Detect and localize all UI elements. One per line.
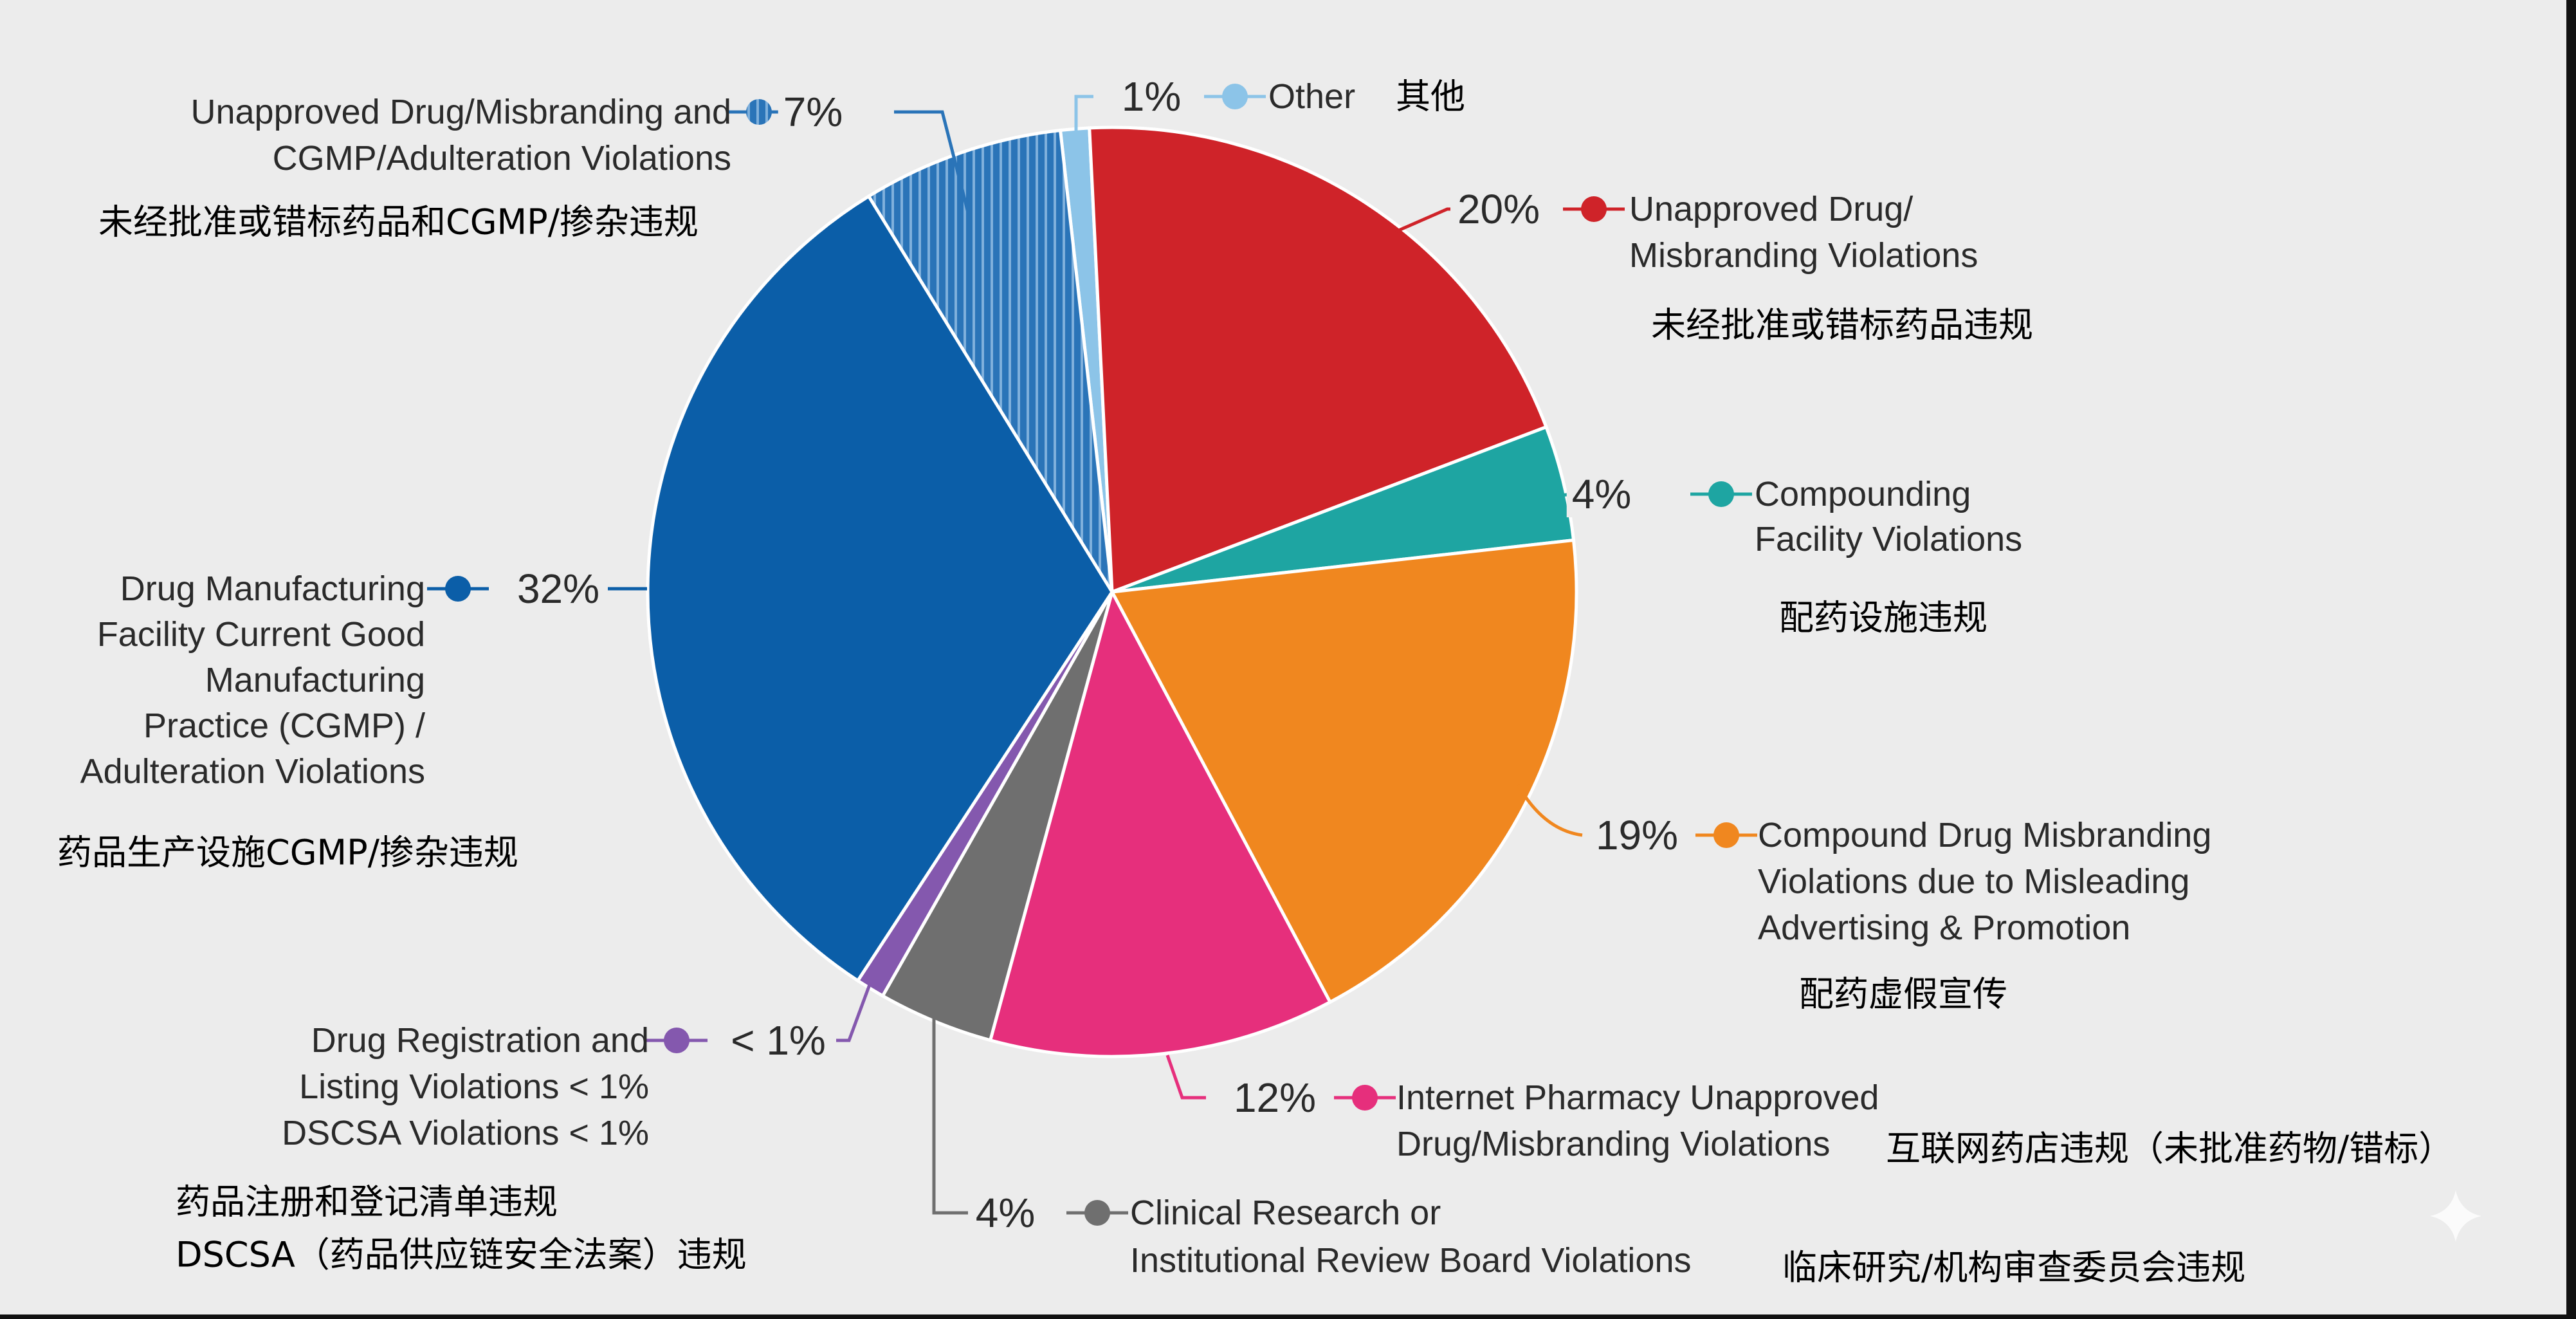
- label-en: Drug/Misbranding Violations: [1396, 1125, 1830, 1163]
- label-bg: [970, 1190, 1041, 1236]
- percent-label: 20%: [1457, 186, 1540, 232]
- label-en: Internet Pharmacy Unapproved: [1396, 1078, 1879, 1117]
- leader-line: [1516, 784, 1583, 837]
- legend-dot-internet-pharmacy: [1352, 1085, 1378, 1111]
- label-en: Unapproved Drug/: [1629, 190, 1913, 228]
- legend-dot-clinical-research: [1084, 1200, 1110, 1226]
- label-en: Manufacturing: [205, 661, 425, 699]
- label-en: Facility Current Good: [97, 615, 425, 654]
- leader-line: [1074, 95, 1093, 138]
- label-en: Misbranding Violations: [1629, 236, 1978, 275]
- pie-slice-compound-misbranding: [1110, 538, 1578, 1004]
- callout-manufacturing-cgmp: 32% Drug Manufacturing Facility Current Go…: [57, 566, 647, 873]
- legend-dot-compounding-facility: [1708, 481, 1734, 507]
- label-zh: 未经批准或错标药品违规: [1651, 305, 2033, 346]
- label-bg: [1452, 186, 1546, 232]
- leader-line: [1165, 1055, 1206, 1100]
- bottom-border: [0, 1314, 2576, 1319]
- label-bg: [511, 566, 605, 612]
- label-zh: 临床研究/机构审查委员会违规: [1782, 1248, 2245, 1288]
- label-zh: DSCSA（药品供应链安全法案）违规: [176, 1235, 747, 1275]
- legend-dot-other: [1222, 84, 1248, 109]
- label-en: Clinical Research or: [1130, 1194, 1441, 1232]
- label-en: Facility Violations: [1755, 520, 2022, 558]
- pie-slice-unapproved: [1088, 125, 1549, 595]
- pie-slice-unapproved-cgmp: [866, 128, 1114, 593]
- label-zh: 药品生产设施CGMP/掺杂违规: [57, 833, 518, 873]
- label-en: CGMP/Adulteration Violations: [273, 139, 731, 178]
- callouts: 1% Other 其他 20% Unapproved Drug/Misbranding …: [57, 73, 2453, 1288]
- callout-compounding-facility: 4% Compounding Facility Violations 配药设施违规: [1556, 471, 2022, 638]
- percent-label: 4%: [1572, 471, 1632, 517]
- label-en: Compounding: [1755, 475, 1971, 513]
- legend-dot-unapproved-cgmp: [746, 99, 772, 125]
- label-en: Compound Drug Misbranding: [1758, 816, 2211, 854]
- label-zh: 未经批准或错标药品和CGMP/掺杂违规: [98, 202, 699, 243]
- label-zh: 其他: [1396, 77, 1465, 117]
- label-en: DSCSA Violations < 1%: [282, 1114, 649, 1152]
- label-en: Advertising & Promotion: [1758, 909, 2130, 947]
- label-zh: 配药设施违规: [1779, 598, 1987, 638]
- leader-line: [894, 110, 970, 213]
- label-zh: 药品注册和登记清单违规: [176, 1182, 558, 1222]
- callout-internet-pharmacy: 12% Internet Pharmacy Unapproved Drug/Misb…: [1165, 1055, 2453, 1169]
- label-en: Violations due to Misleading: [1758, 862, 2189, 901]
- label-en: Listing Violations < 1%: [299, 1067, 649, 1106]
- percent-label: 1%: [1122, 73, 1182, 120]
- callout-other: 1% Other 其他: [1074, 73, 1465, 138]
- callout-compound-misbranding: 19% Compound Drug Misbranding Violations d…: [1516, 784, 2211, 1015]
- label-zh: 互联网药店违规（未批准药物/错标）: [1886, 1129, 2453, 1169]
- label-bg: [778, 89, 848, 135]
- label-bg: [1116, 73, 1187, 120]
- pie-slice-compounding-facility: [1111, 425, 1576, 594]
- label-en: Drug Registration and: [311, 1021, 649, 1060]
- pie-slice-manufacturing-cgmp: [646, 194, 1114, 983]
- label-bg: [1590, 812, 1684, 858]
- legend-dot-manufacturing-cgmp: [445, 576, 471, 602]
- percent-label: 32%: [517, 566, 599, 612]
- label-en: Unapproved Drug/Misbranding and: [190, 93, 731, 131]
- label-bg: [1566, 471, 1637, 517]
- label-en: Institutional Review Board Violations: [1130, 1241, 1692, 1280]
- label-bg: [1228, 1075, 1322, 1121]
- percent-label: 4%: [976, 1190, 1036, 1236]
- percent-label: < 1%: [731, 1017, 826, 1064]
- callout-unapproved: 20% Unapproved Drug/Misbranding Violation…: [1394, 186, 2033, 346]
- leader-line: [1394, 207, 1450, 234]
- callout-clinical-research: 4% Clinical Research or Institutional Revi…: [932, 991, 2245, 1288]
- sparkle-icon: [2430, 1190, 2481, 1242]
- leader-line: [932, 991, 968, 1215]
- pie-slice-internet-pharmacy: [988, 587, 1333, 1058]
- label-en: Other: [1268, 77, 1355, 116]
- leader-line: [836, 981, 873, 1042]
- label-en: Adulteration Violations: [80, 752, 425, 791]
- legend-dot-registration: [664, 1028, 690, 1053]
- percent-label: 7%: [783, 89, 843, 135]
- percent-label: 12%: [1234, 1075, 1316, 1121]
- right-border: [2566, 0, 2576, 1319]
- label-zh: 配药虚假宣传: [1799, 974, 2007, 1015]
- label-en: Drug Manufacturing: [120, 569, 425, 608]
- callout-unapproved-cgmp: 7% Unapproved Drug/Misbranding and CGMP/Ad…: [98, 89, 970, 243]
- label-en: Practice (CGMP) /: [143, 706, 425, 745]
- pie-slices: [646, 125, 1578, 1058]
- percent-label: 19%: [1596, 812, 1678, 858]
- legend-dot-unapproved: [1581, 196, 1607, 222]
- legend-dot-compound-misbranding: [1713, 822, 1739, 848]
- label-bg: [726, 1017, 831, 1064]
- callout-registration: < 1% Drug Registration and Listing Violati…: [176, 981, 873, 1275]
